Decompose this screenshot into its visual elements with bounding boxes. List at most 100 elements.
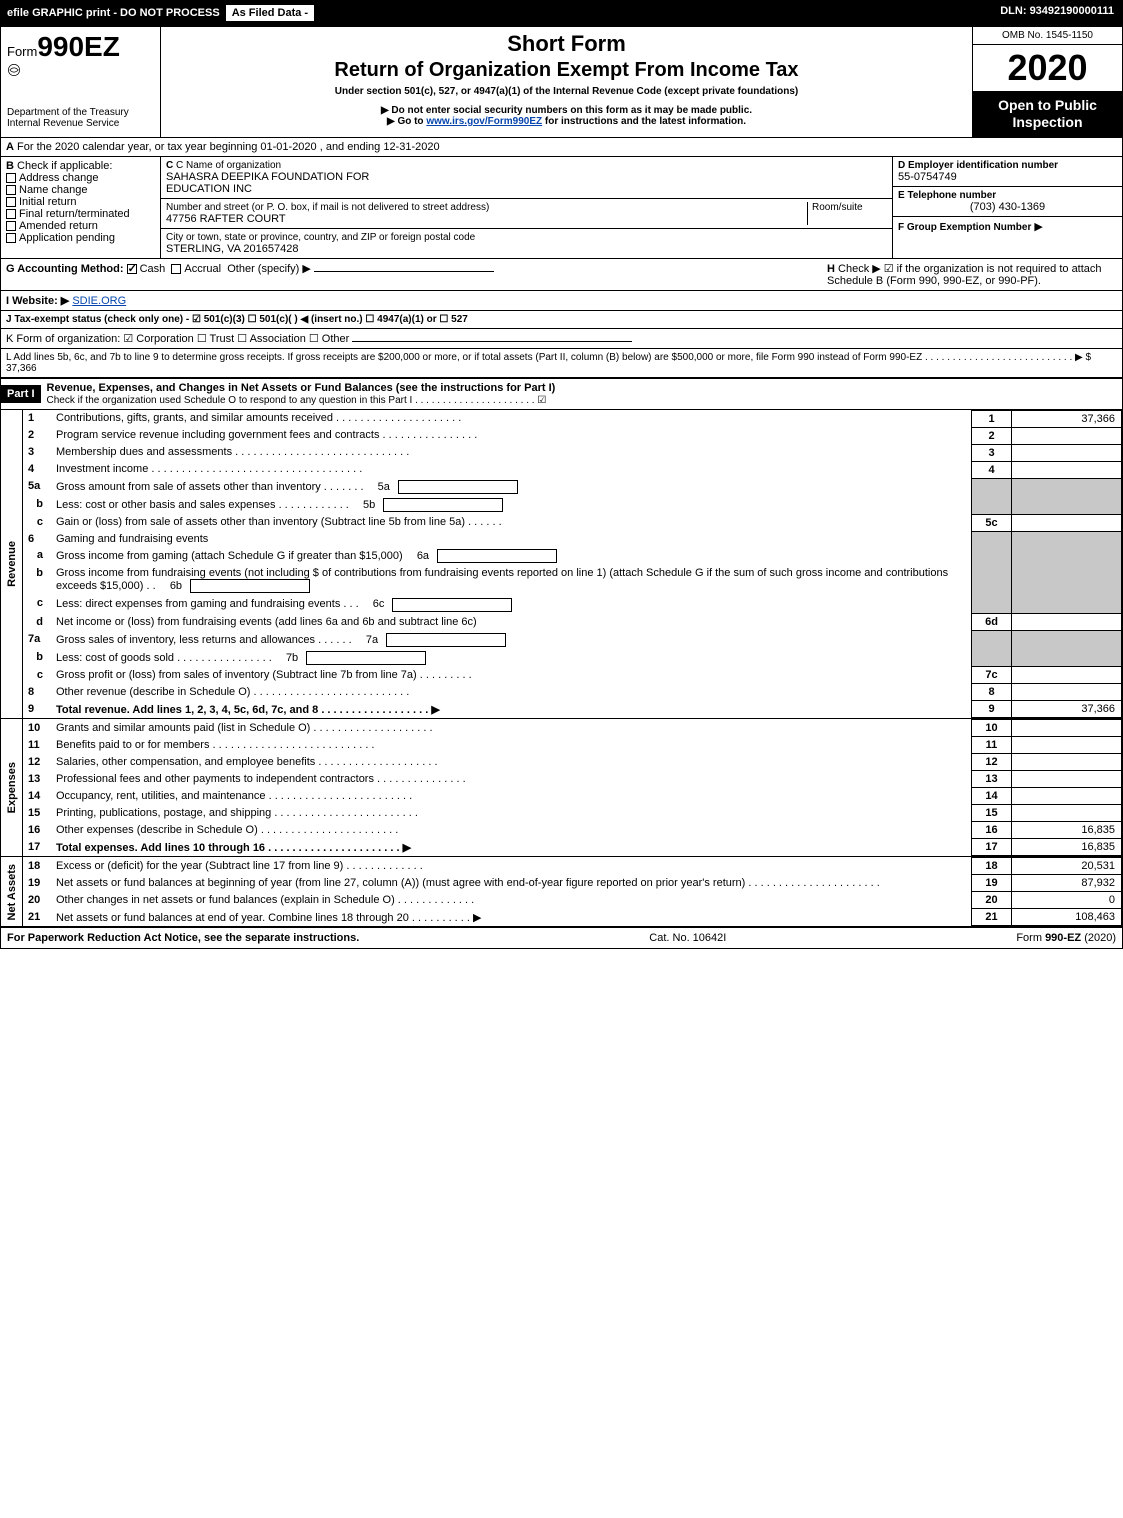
section-e: E Telephone number (703) 430-1369 [893, 187, 1122, 217]
l7c-t: Gross profit or (loss) from sales of inv… [51, 667, 972, 684]
c-label: C Name of organization [176, 160, 281, 171]
cb-address-change[interactable] [6, 173, 16, 183]
phone-value: (703) 430-1369 [898, 201, 1117, 213]
l20-val: 0 [1012, 892, 1122, 909]
l14-t: Occupancy, rent, utilities, and maintena… [51, 788, 972, 805]
l10-n: 10 [23, 720, 51, 737]
l16-n: 16 [23, 822, 51, 839]
entity-block: B Check if applicable: Address change Na… [1, 157, 1122, 259]
l7c-val [1012, 667, 1122, 684]
street-value: 47756 RAFTER COURT [166, 213, 807, 225]
g-accrual: Accrual [184, 263, 221, 275]
l7a-t: Gross sales of inventory, less returns a… [56, 634, 352, 646]
l15-t: Printing, publications, postage, and shi… [51, 805, 972, 822]
cb-final-return[interactable] [6, 209, 16, 219]
footer-left: For Paperwork Reduction Act Notice, see … [7, 932, 359, 944]
part1-title: Revenue, Expenses, and Changes in Net As… [47, 382, 556, 394]
l13-box: 13 [972, 771, 1012, 788]
form-page: efile GRAPHIC print - DO NOT PROCESS As … [0, 0, 1123, 949]
l17-box: 17 [972, 839, 1012, 856]
cb-initial-return[interactable] [6, 197, 16, 207]
l10-t: Grants and similar amounts paid (list in… [51, 720, 972, 737]
cb-accrual[interactable] [171, 264, 181, 274]
c-name-block: C C Name of organization SAHASRA DEEPIKA… [161, 157, 892, 199]
l7-greyval [1012, 631, 1122, 667]
section-l: L Add lines 5b, 6c, and 7b to line 9 to … [1, 349, 1122, 378]
l5ab-greyval [1012, 478, 1122, 514]
l5c-val [1012, 514, 1122, 531]
l3-t: Membership dues and assessments . . . . … [51, 444, 972, 461]
org-name-2: EDUCATION INC [166, 183, 887, 195]
header-subtitle: Under section 501(c), 527, or 4947(a)(1)… [169, 86, 964, 97]
l6d-box: 6d [972, 614, 1012, 631]
website-link[interactable]: SDIE.ORG [72, 295, 126, 307]
l11-n: 11 [23, 737, 51, 754]
cb-application-pending[interactable] [6, 233, 16, 243]
section-j: J Tax-exempt status (check only one) - ☑… [1, 311, 1122, 329]
l21-box: 21 [972, 909, 1012, 926]
j-text: J Tax-exempt status (check only one) - ☑… [6, 314, 468, 325]
section-k: K Form of organization: ☑ Corporation ☐ … [1, 329, 1122, 349]
l7c-box: 7c [972, 667, 1012, 684]
expenses-side-label: Expenses [1, 719, 23, 856]
dept-treasury: Department of the Treasury [7, 107, 154, 118]
section-h: H Check ▶ ☑ if the organization is not r… [822, 259, 1122, 290]
as-filed-box: As Filed Data - [226, 5, 314, 21]
top-bar: efile GRAPHIC print - DO NOT PROCESS As … [1, 1, 1122, 27]
header-center: Short Form Return of Organization Exempt… [161, 27, 972, 137]
cb-amended-return[interactable] [6, 221, 16, 231]
l5b-ibox: 5b [355, 498, 383, 512]
g-label: G Accounting Method: [6, 263, 124, 275]
l1-val: 37,366 [1012, 410, 1122, 427]
line-a: A For the 2020 calendar year, or tax yea… [1, 138, 1122, 157]
expenses-section: Expenses 10Grants and similar amounts pa… [1, 718, 1122, 856]
l16-box: 16 [972, 822, 1012, 839]
l14-box: 14 [972, 788, 1012, 805]
efile-icon [7, 63, 21, 77]
note2-post: for instructions and the latest informat… [542, 116, 746, 127]
l19-t: Net assets or fund balances at beginning… [51, 875, 972, 892]
l2-box: 2 [972, 427, 1012, 444]
l18-val: 20,531 [1012, 858, 1122, 875]
c-city-block: City or town, state or province, country… [161, 229, 892, 258]
l6d-t: Net income or (loss) from fundraising ev… [51, 614, 972, 631]
return-title: Return of Organization Exempt From Incom… [169, 59, 964, 82]
d-label: D Employer identification number [898, 160, 1117, 171]
form-prefix: Form [7, 44, 37, 59]
street-label: Number and street (or P. O. box, if mail… [166, 202, 807, 213]
l5a-t: Gross amount from sale of assets other t… [56, 481, 364, 493]
room-suite-label: Room/suite [807, 202, 887, 225]
l6-t: Gaming and fundraising events [51, 531, 972, 547]
e-label: E Telephone number [898, 190, 1117, 201]
b-item-4: Amended return [19, 220, 98, 232]
netassets-label: Net Assets [4, 860, 20, 924]
form-header: Form990EZ Department of the Treasury Int… [1, 27, 1122, 138]
l20-n: 20 [23, 892, 51, 909]
k-text: K Form of organization: ☑ Corporation ☐ … [6, 333, 349, 345]
org-name-1: SAHASRA DEEPIKA FOUNDATION FOR [166, 171, 887, 183]
netassets-section: Net Assets 18Excess or (deficit) for the… [1, 856, 1122, 926]
cb-name-change[interactable] [6, 185, 16, 195]
b-item-5: Application pending [19, 232, 115, 244]
l2-n: 2 [23, 427, 51, 444]
l6a-ibox: 6a [409, 549, 437, 563]
expenses-label: Expenses [4, 758, 20, 817]
b-item-0: Address change [19, 172, 99, 184]
netassets-table: 18Excess or (deficit) for the year (Subt… [23, 857, 1122, 926]
section-c: C C Name of organization SAHASRA DEEPIKA… [161, 157, 892, 258]
l6d-val [1012, 614, 1122, 631]
l8-n: 8 [23, 684, 51, 701]
irs-link[interactable]: www.irs.gov/Form990EZ [426, 116, 542, 127]
l15-n: 15 [23, 805, 51, 822]
cb-cash[interactable] [127, 264, 137, 274]
l4-val [1012, 461, 1122, 478]
f-label: F Group Exemption Number [898, 222, 1031, 233]
l9-n: 9 [23, 701, 51, 718]
l14-val [1012, 788, 1122, 805]
l17-n: 17 [23, 839, 51, 856]
l-text: L Add lines 5b, 6c, and 7b to line 9 to … [6, 352, 1091, 374]
l7a-ibox: 7a [358, 633, 386, 647]
l6a-n: a [23, 547, 51, 565]
expenses-table: 10Grants and similar amounts paid (list … [23, 719, 1122, 856]
l5ab-greybox [972, 478, 1012, 514]
